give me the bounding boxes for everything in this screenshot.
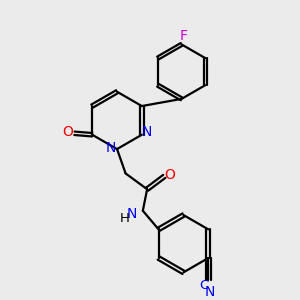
Text: N: N xyxy=(127,207,137,220)
Text: F: F xyxy=(180,29,188,44)
Text: O: O xyxy=(63,125,74,139)
Text: N: N xyxy=(205,285,215,299)
Text: N: N xyxy=(106,141,116,154)
Text: O: O xyxy=(165,168,176,182)
Text: C: C xyxy=(199,279,208,292)
Text: N: N xyxy=(142,125,152,140)
Text: H: H xyxy=(120,212,130,225)
